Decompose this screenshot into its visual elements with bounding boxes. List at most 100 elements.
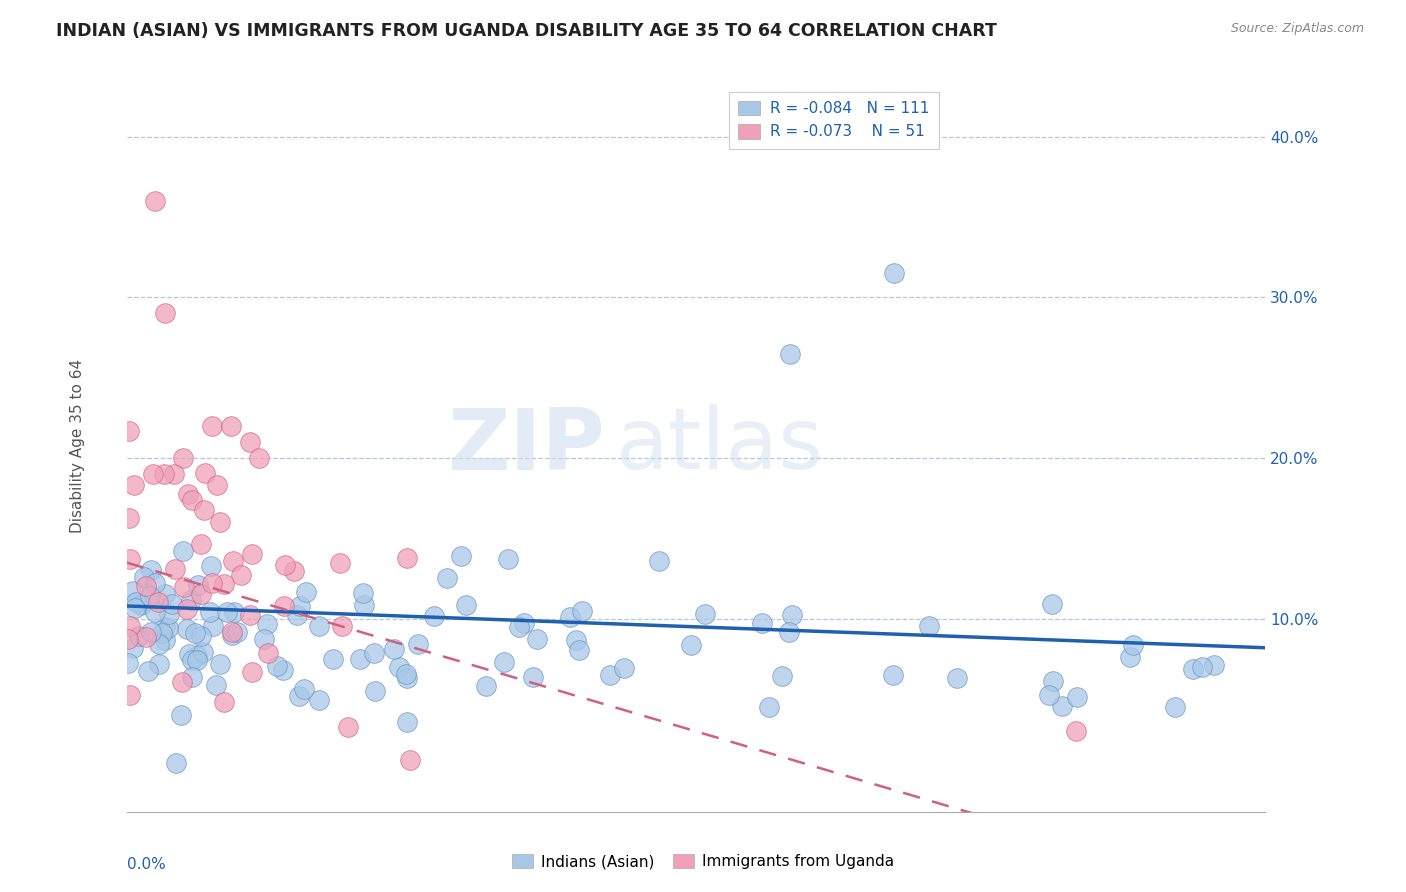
Point — [153, 306, 176, 320]
Point — [214, 695, 236, 709]
Point — [395, 715, 418, 730]
Point — [186, 648, 208, 663]
Point — [599, 668, 621, 682]
Point — [184, 625, 207, 640]
Point — [778, 624, 800, 639]
Point — [352, 586, 374, 600]
Point — [780, 608, 803, 623]
Point — [308, 619, 330, 633]
Point — [571, 604, 593, 618]
Point — [256, 616, 278, 631]
Point — [336, 720, 359, 734]
Point — [285, 607, 308, 622]
Point — [565, 633, 588, 648]
Point — [396, 671, 419, 685]
Text: ZIP: ZIP — [447, 404, 605, 488]
Point — [364, 683, 387, 698]
Point — [1204, 657, 1226, 672]
Point — [395, 667, 418, 681]
Point — [148, 637, 170, 651]
Point — [180, 593, 202, 607]
Point — [157, 607, 180, 621]
Point — [1066, 690, 1088, 704]
Point — [120, 552, 142, 566]
Point — [129, 598, 152, 612]
Point — [187, 578, 209, 592]
Point — [202, 618, 225, 632]
Point — [163, 467, 186, 482]
Point — [120, 688, 142, 702]
Point — [201, 418, 224, 433]
Point — [1038, 688, 1060, 702]
Point — [194, 466, 217, 480]
Point — [679, 638, 702, 652]
Point — [118, 510, 141, 524]
Point — [200, 605, 222, 619]
Point — [142, 467, 165, 481]
Point — [200, 558, 222, 573]
Point — [165, 756, 187, 771]
Point — [353, 599, 375, 613]
Point — [193, 502, 215, 516]
Point — [146, 595, 169, 609]
Text: INDIAN (ASIAN) VS IMMIGRANTS FROM UGANDA DISABILITY AGE 35 TO 64 CORRELATION CHA: INDIAN (ASIAN) VS IMMIGRANTS FROM UGANDA… — [56, 22, 997, 40]
Point — [266, 659, 288, 673]
Point — [308, 693, 330, 707]
Point — [1164, 699, 1187, 714]
Point — [222, 605, 245, 619]
Legend: R = -0.084   N = 111, R = -0.073    N = 51: R = -0.084 N = 111, R = -0.073 N = 51 — [730, 92, 939, 149]
Point — [172, 544, 194, 558]
Point — [1064, 724, 1087, 739]
Point — [172, 674, 194, 689]
Point — [382, 641, 405, 656]
Point — [1191, 660, 1213, 674]
Point — [190, 629, 212, 643]
Point — [145, 605, 167, 619]
Point — [221, 628, 243, 642]
Point — [117, 632, 139, 647]
Point — [122, 584, 145, 599]
Point — [239, 434, 262, 449]
Point — [399, 753, 422, 767]
Point — [329, 557, 352, 571]
Point — [1042, 674, 1064, 689]
Point — [139, 589, 162, 603]
Point — [946, 671, 969, 685]
Point — [222, 554, 245, 568]
Point — [395, 550, 418, 565]
Point — [770, 668, 793, 682]
Point — [153, 467, 176, 481]
Point — [1040, 598, 1063, 612]
Point — [165, 562, 187, 576]
Point — [170, 707, 193, 722]
Point — [124, 478, 146, 492]
Point — [190, 537, 212, 551]
Point — [205, 477, 228, 491]
Point — [148, 657, 170, 672]
Point — [180, 670, 202, 684]
Point — [135, 630, 157, 644]
Point — [191, 645, 214, 659]
Point — [271, 663, 294, 677]
Point — [240, 547, 263, 561]
Point — [526, 632, 548, 647]
Point — [134, 570, 156, 584]
Point — [332, 619, 354, 633]
Point — [436, 571, 458, 585]
Point — [363, 646, 385, 660]
Point — [172, 451, 194, 466]
Point — [257, 646, 280, 660]
Point — [408, 637, 430, 651]
Point — [882, 668, 904, 682]
Point — [219, 418, 242, 433]
Point — [249, 451, 271, 466]
Point — [225, 625, 247, 640]
Point — [779, 346, 801, 360]
Point — [1050, 699, 1073, 714]
Point — [160, 597, 183, 611]
Point — [181, 653, 204, 667]
Point — [240, 665, 263, 679]
Point — [153, 620, 176, 634]
Point — [1122, 638, 1144, 652]
Point — [648, 554, 671, 568]
